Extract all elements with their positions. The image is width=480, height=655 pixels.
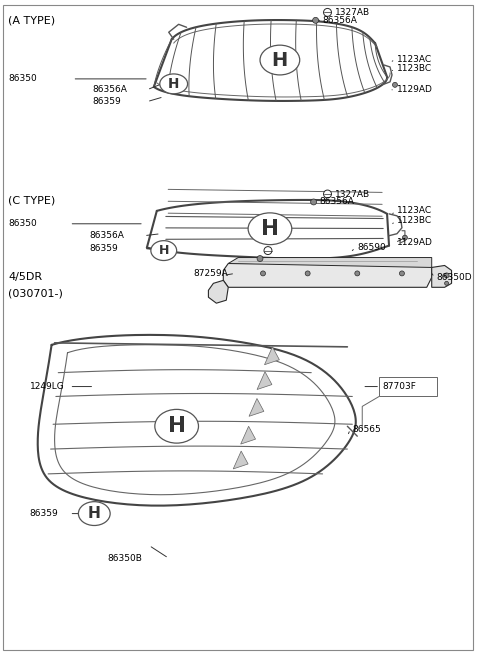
Text: (C TYPE): (C TYPE) <box>8 196 55 206</box>
Polygon shape <box>240 426 255 444</box>
Text: 1123AC: 1123AC <box>397 54 432 64</box>
Text: 86350: 86350 <box>8 75 36 83</box>
Polygon shape <box>233 451 248 469</box>
Text: 1249LG: 1249LG <box>30 382 64 391</box>
Ellipse shape <box>151 240 177 261</box>
Circle shape <box>444 273 449 278</box>
Polygon shape <box>432 265 452 288</box>
Circle shape <box>257 255 263 261</box>
Ellipse shape <box>260 45 300 75</box>
Text: H: H <box>158 244 169 257</box>
Text: 1123BC: 1123BC <box>397 216 432 225</box>
Text: H: H <box>168 416 186 436</box>
Circle shape <box>355 271 360 276</box>
Circle shape <box>264 247 272 255</box>
Text: H: H <box>261 219 279 239</box>
Text: H: H <box>272 50 288 69</box>
Polygon shape <box>228 257 432 267</box>
Text: 87703F: 87703F <box>382 382 416 391</box>
Polygon shape <box>257 371 272 390</box>
Polygon shape <box>264 347 279 365</box>
Text: 1129AD: 1129AD <box>397 85 433 94</box>
Text: 87259A: 87259A <box>193 269 228 278</box>
Text: 86356A: 86356A <box>89 231 124 240</box>
Text: 86590: 86590 <box>357 243 386 252</box>
Text: 86356A: 86356A <box>320 197 354 206</box>
Circle shape <box>311 199 317 205</box>
Circle shape <box>312 18 319 24</box>
Circle shape <box>393 83 397 87</box>
Text: (A TYPE): (A TYPE) <box>8 15 55 26</box>
Text: 1123BC: 1123BC <box>397 64 432 73</box>
Circle shape <box>399 271 405 276</box>
Ellipse shape <box>160 74 188 94</box>
Text: 86350D: 86350D <box>437 273 472 282</box>
Text: 4/5DR: 4/5DR <box>8 272 42 282</box>
Circle shape <box>444 282 449 286</box>
Text: 86359: 86359 <box>30 509 59 518</box>
Text: 86356A: 86356A <box>323 16 358 25</box>
Text: 1327AB: 1327AB <box>336 189 371 198</box>
Text: 86350: 86350 <box>8 219 36 229</box>
Text: H: H <box>168 77 180 91</box>
Text: (030701-): (030701-) <box>8 288 63 298</box>
Circle shape <box>402 235 408 240</box>
Ellipse shape <box>248 213 292 244</box>
Ellipse shape <box>78 502 110 525</box>
Polygon shape <box>249 398 264 417</box>
Text: 86359: 86359 <box>92 97 121 106</box>
Text: 1327AB: 1327AB <box>336 8 371 17</box>
Text: 86359: 86359 <box>89 244 118 253</box>
Text: 1123AC: 1123AC <box>397 206 432 215</box>
Text: 1129AD: 1129AD <box>397 238 433 247</box>
Circle shape <box>261 271 265 276</box>
Text: H: H <box>88 506 101 521</box>
Polygon shape <box>208 280 228 303</box>
Text: 86565: 86565 <box>352 424 381 434</box>
Circle shape <box>305 271 310 276</box>
Polygon shape <box>223 263 432 288</box>
Circle shape <box>324 9 332 16</box>
Ellipse shape <box>155 409 199 443</box>
Text: 86350B: 86350B <box>107 553 142 563</box>
Text: 86356A: 86356A <box>92 85 127 94</box>
Circle shape <box>324 190 332 198</box>
